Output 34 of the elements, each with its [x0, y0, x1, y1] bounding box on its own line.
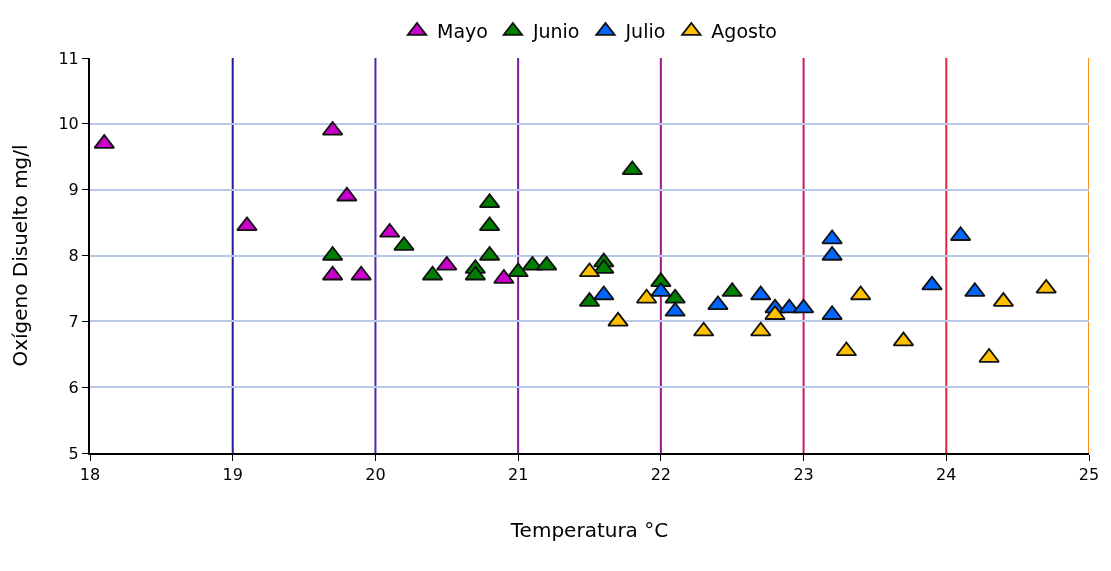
point [750, 321, 772, 337]
y-tick-label: 9 [68, 180, 79, 200]
legend-label: Julio [624, 20, 666, 43]
point [236, 216, 258, 232]
point [593, 285, 615, 301]
y-tick-label: 8 [68, 246, 79, 266]
x-axis-title: Temperatura °C [509, 518, 669, 543]
legend-label: Junio [531, 20, 580, 43]
x-tick-label: 20 [365, 465, 386, 485]
y-tick-label: 5 [68, 443, 79, 463]
x-tick-label: 19 [222, 465, 243, 485]
legend-label: Mayo [437, 20, 488, 43]
x-tick-label: 25 [1078, 465, 1100, 485]
x-tick-label: 24 [936, 465, 957, 485]
point [921, 275, 943, 291]
x-tick-label: 21 [507, 465, 529, 485]
point [821, 229, 843, 245]
y-tick-label: 7 [68, 311, 79, 331]
point [750, 285, 772, 301]
y-axis-title: Oxígeno Disuelto mg/l [8, 144, 33, 367]
point [336, 186, 358, 202]
point [507, 262, 529, 278]
y-tick-label: 10 [58, 114, 79, 134]
x-tick-label: 22 [650, 465, 672, 485]
point [707, 295, 729, 311]
point [607, 311, 629, 327]
point [664, 288, 686, 304]
x-tick-label: 23 [793, 465, 814, 485]
y-tick-label: 6 [68, 377, 79, 397]
point [436, 255, 458, 271]
point [350, 265, 372, 281]
legend-label: Agosto [711, 20, 777, 43]
y-tick-label: 11 [58, 48, 79, 68]
x-tick-label: 18 [79, 465, 101, 485]
